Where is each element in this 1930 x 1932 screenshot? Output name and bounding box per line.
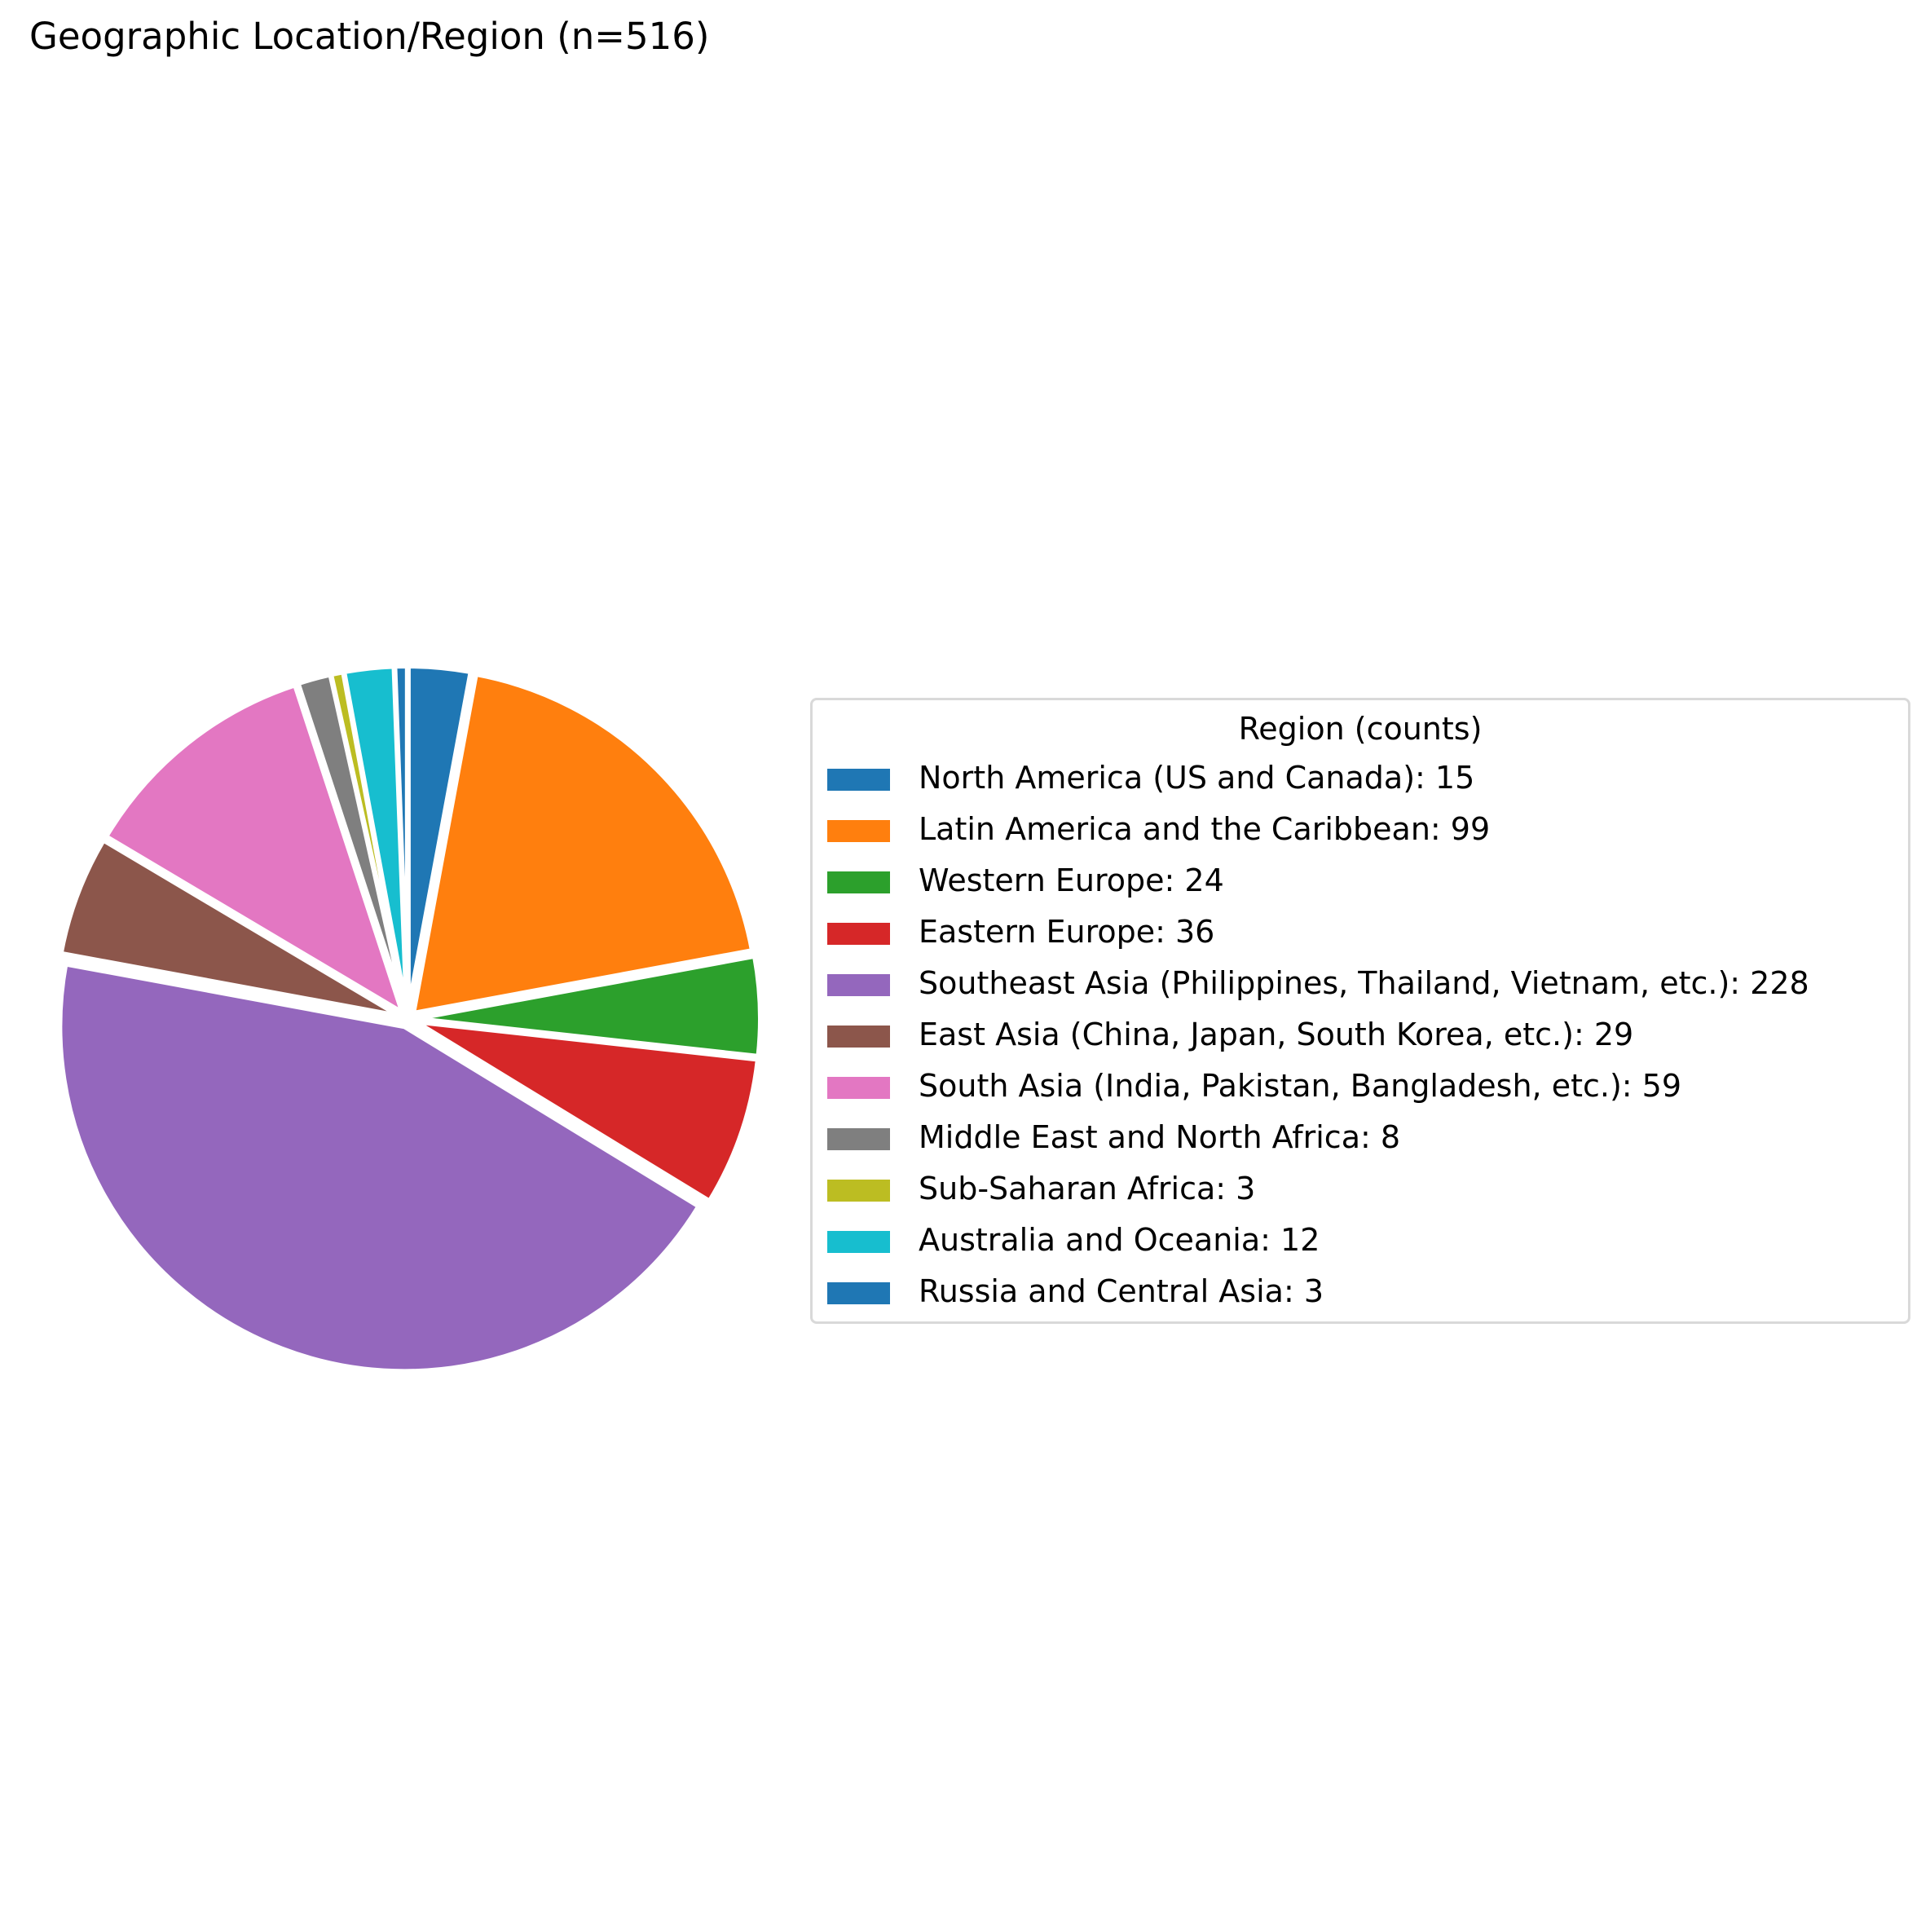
legend-label: Southeast Asia (Philippines, Thailand, V… [919, 965, 1809, 1001]
pie-slice-6 [58, 837, 403, 1019]
legend-label: Russia and Central Asia: 3 [919, 1273, 1324, 1309]
legend-entry: Russia and Central Asia: 3 [827, 1272, 1900, 1323]
legend-label: South Asia (India, Pakistan, Bangladesh,… [919, 1068, 1682, 1104]
legend-label: Middle East and North Africa: 8 [919, 1119, 1401, 1155]
legend-entry: Western Europe: 24 [827, 861, 1900, 912]
legend-label: Western Europe: 24 [919, 862, 1224, 898]
pie-slices [57, 663, 763, 1374]
pie-slice-2 [411, 671, 756, 1016]
legend-entry: Sub-Saharan Africa: 3 [827, 1169, 1900, 1220]
chart-title: Geographic Location/Region (n=516) [29, 15, 710, 58]
pie-slice-7 [104, 682, 405, 1016]
legend-label: Latin America and the Caribbean: 99 [919, 811, 1491, 847]
legend-entries: North America (US and Canada): 15 Latin A… [827, 758, 1900, 1323]
legend-swatch [827, 923, 890, 945]
legend-swatch [827, 1026, 890, 1048]
pie-chart [57, 663, 763, 1374]
legend-swatch [827, 1128, 890, 1150]
legend: Region (counts) North America (US and Ca… [810, 698, 1910, 1324]
legend-swatch [827, 871, 890, 893]
legend-swatch [827, 820, 890, 842]
legend-swatch [827, 1231, 890, 1253]
pie-slice-4 [412, 1019, 760, 1204]
legend-swatch [827, 1180, 890, 1202]
legend-entry: East Asia (China, Japan, South Korea, et… [827, 1015, 1900, 1066]
legend-entry: North America (US and Canada): 15 [827, 758, 1900, 809]
legend-label: Sub-Saharan Africa: 3 [919, 1171, 1256, 1206]
legend-entry: South Asia (India, Pakistan, Bangladesh,… [827, 1066, 1900, 1118]
legend-label: East Asia (China, Japan, South Korea, et… [919, 1017, 1634, 1052]
pie-slice-3 [412, 953, 763, 1059]
legend-swatch [827, 1077, 890, 1099]
legend-entry: Southeast Asia (Philippines, Thailand, V… [827, 964, 1900, 1015]
legend-swatch [827, 1282, 890, 1304]
legend-title: Region (counts) [1238, 711, 1483, 747]
pie-slice-5 [57, 961, 702, 1374]
legend-entry: Australia and Oceania: 12 [827, 1220, 1900, 1272]
legend-entry: Middle East and North Africa: 8 [827, 1118, 1900, 1169]
legend-entry: Eastern Europe: 36 [827, 912, 1900, 964]
legend-label: Australia and Oceania: 12 [919, 1222, 1320, 1258]
legend-entry: Latin America and the Caribbean: 99 [827, 809, 1900, 861]
legend-swatch [827, 974, 890, 996]
pie-slice-11 [392, 663, 410, 1013]
legend-label: Eastern Europe: 36 [919, 914, 1215, 950]
legend-swatch [827, 769, 890, 791]
legend-label: North America (US and Canada): 15 [919, 760, 1475, 796]
